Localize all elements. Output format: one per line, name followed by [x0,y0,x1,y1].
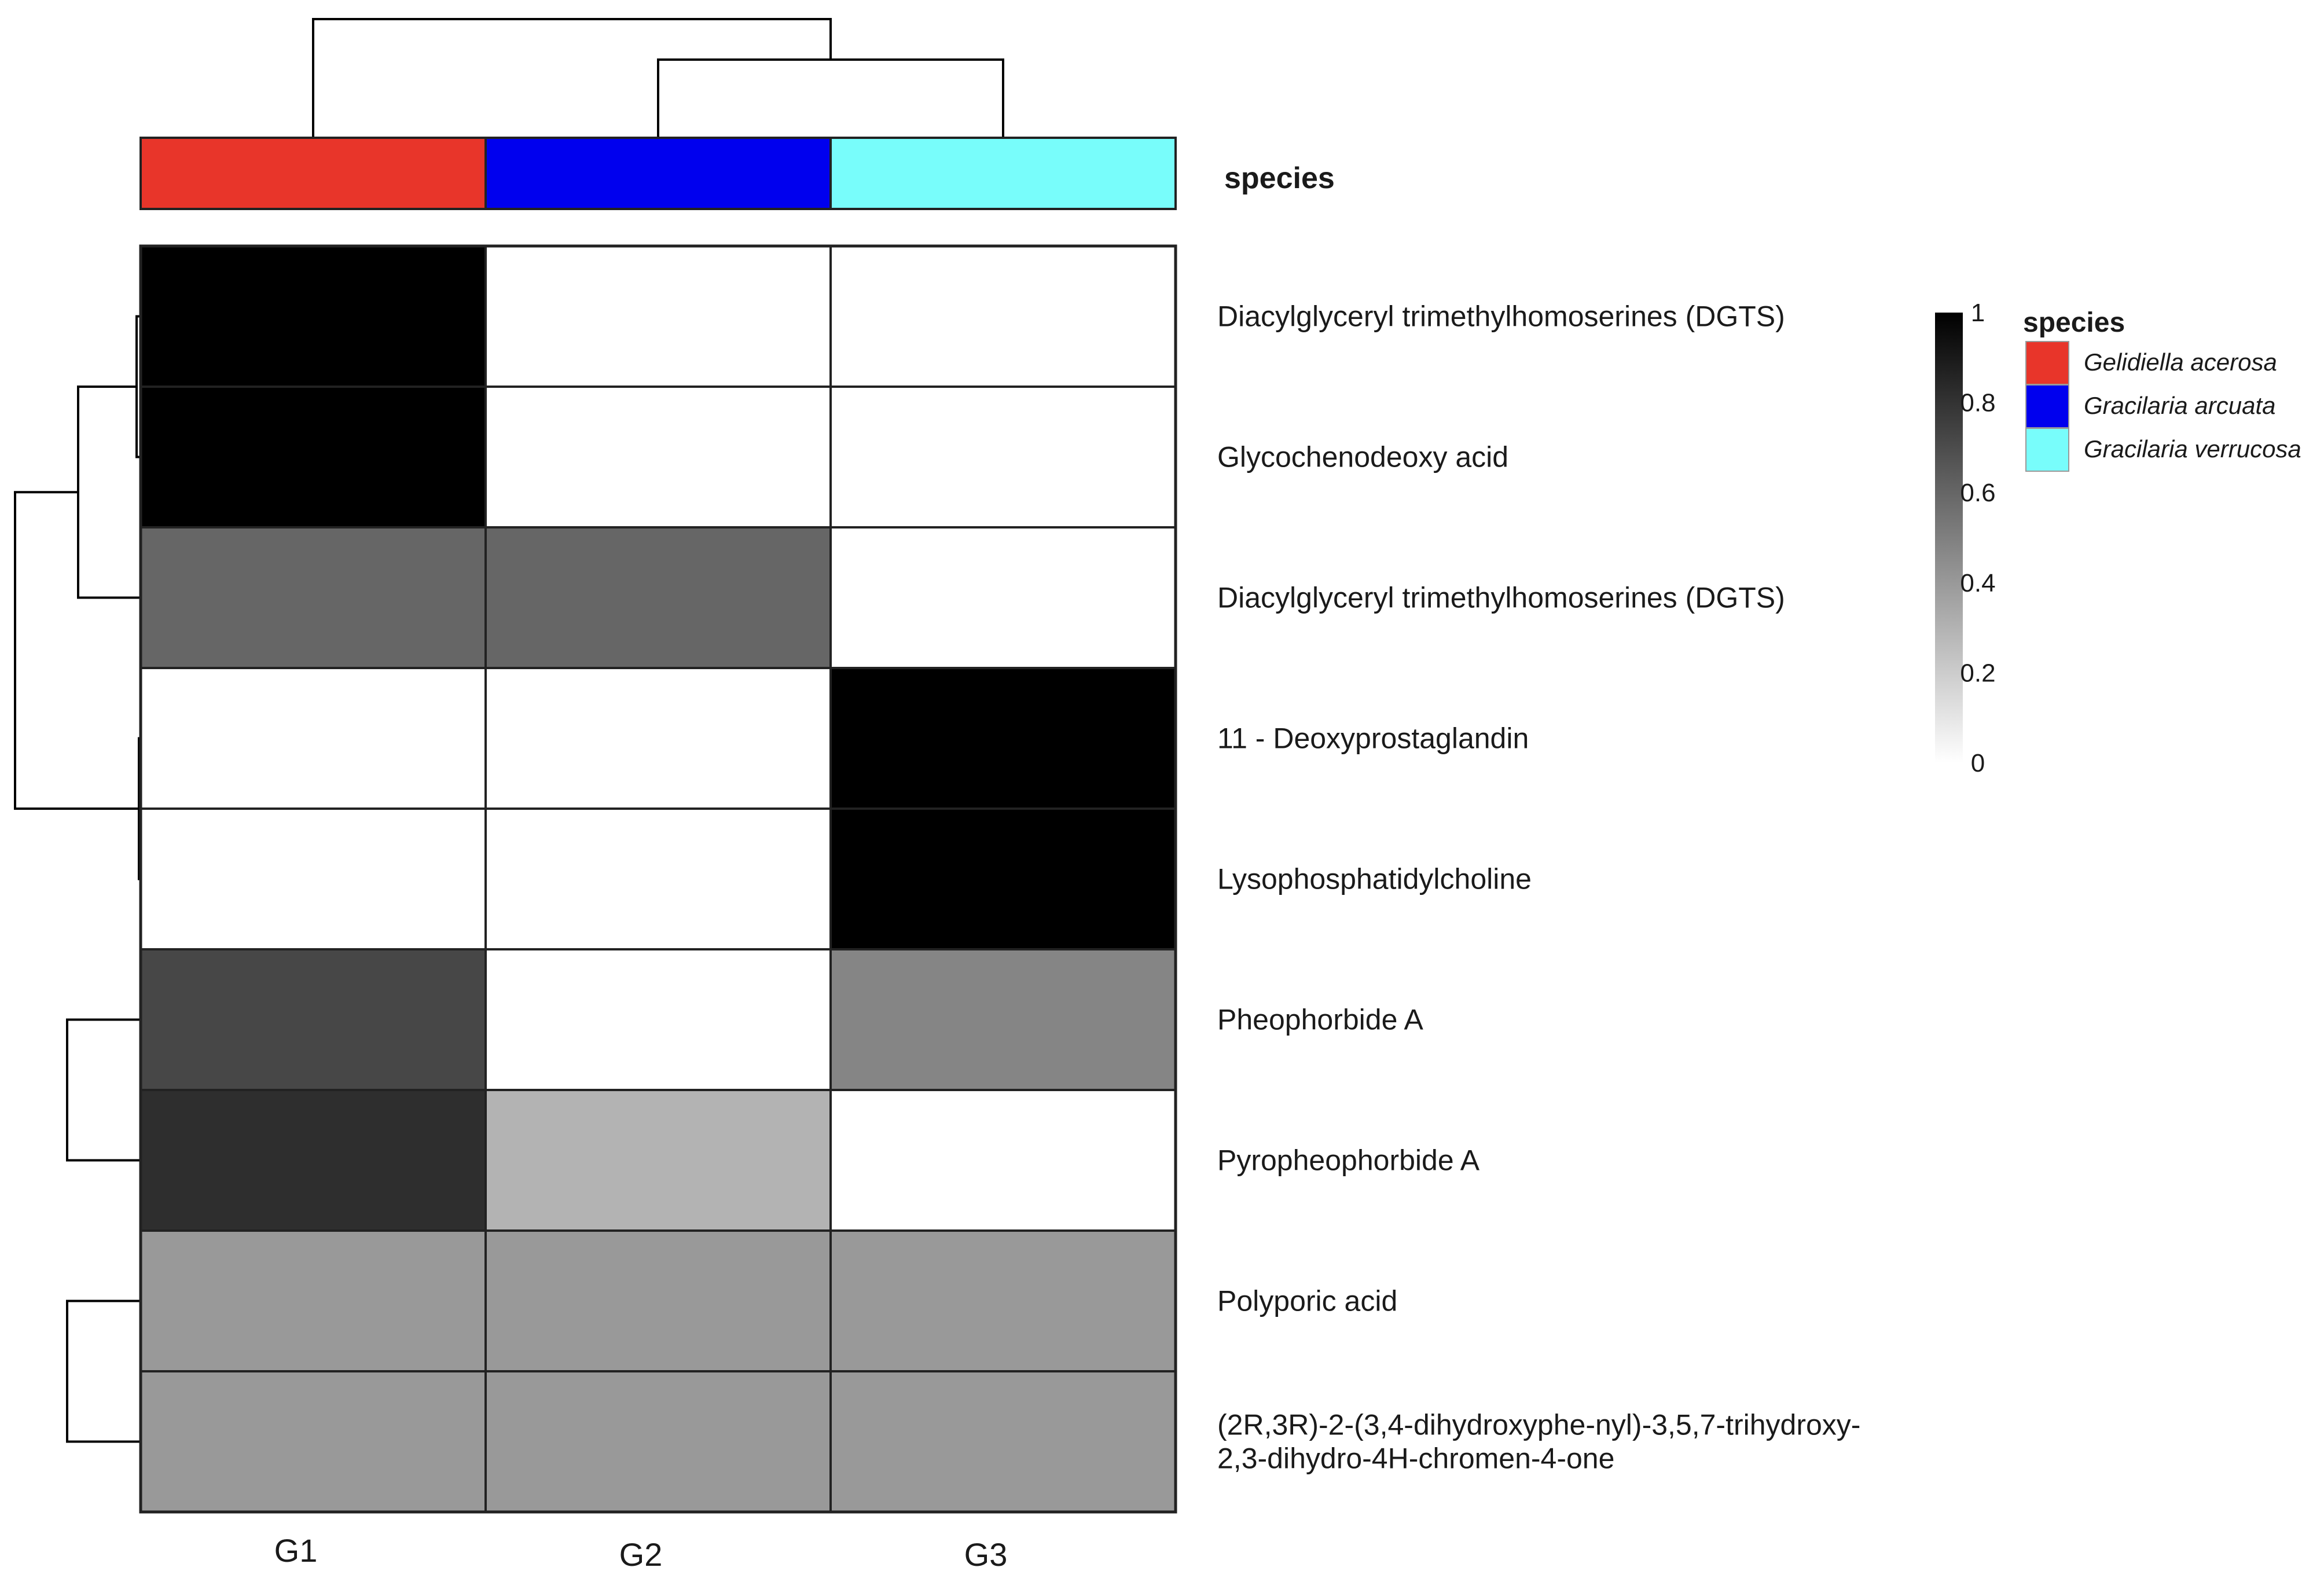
species-legend-swatch-gracilaria-verrucosa [2025,428,2069,472]
row-label-9-line-2: 2,3-dihydro-4H-chromen-4-one [1217,1442,1614,1475]
heatmap-cell-r4-g2 [484,667,832,810]
row-label-3: Diacylglyceryl trimethylhomoserines (DGT… [1217,582,1785,614]
heatmap-cell-r1-g2 [484,245,832,388]
heatmap-cell-r5-g2 [484,807,832,950]
species-legend-label-gelidiella-acerosa: Gelidiella acerosa [2084,348,2277,376]
color-scale-tick-0-6: 0.6 [1960,479,1995,507]
row-dendrogram-branch-2 [77,386,141,599]
heatmap-cell-r9-g3 [829,1370,1177,1513]
row-label-4: 11 - Deoxyprostaglandin [1217,722,1529,755]
heatmap-cell-r3-g1 [139,526,487,669]
row-label-2: Glycochenodeoxy acid [1217,441,1508,474]
species-legend-label-gracilaria-arcuata: Gracilaria arcuata [2084,392,2275,419]
row-dendrogram-branch-4 [14,491,139,810]
row-label-8: Polyporic acid [1217,1285,1397,1317]
heatmap-cell-r7-g2 [484,1089,832,1232]
color-scale-bar [1935,313,1963,763]
species-legend-label-gracilaria-verrucosa: Gracilaria verrucosa [2084,435,2301,463]
column-label-g3: G3 [964,1536,1008,1573]
row-dendrogram-branch-6 [66,1300,141,1443]
heatmap-cell-r4-g3 [829,667,1177,810]
heatmap-cell-r2-g1 [139,386,487,528]
heatmap-cell-r2-g2 [484,386,832,528]
species-annotation-bar [139,137,1177,210]
heatmap-cell-r7-g3 [829,1089,1177,1232]
column-dendrogram [312,18,1004,138]
heatmap-frame [139,244,1177,1514]
heatmap-cell-r6-g1 [139,948,487,1091]
heatmap-cell-r8-g3 [829,1229,1177,1372]
heatmap-cell-r1-g3 [829,245,1177,388]
heatmap-cell-r2-g3 [829,386,1177,528]
heatmap-cell-r4-g1 [139,667,487,810]
column-dendrogram-branch-2 [312,18,832,138]
color-scale-tick-0: 0 [1971,749,1985,777]
column-label-g2: G2 [619,1536,663,1573]
row-label-9-line-1: (2R,3R)-2-(3,4-dihydroxyphe-nyl)-3,5,7-t… [1217,1409,1860,1441]
column-dendrogram-branch-1 [657,58,1004,138]
color-scale-tick-0-8: 0.8 [1960,389,1995,417]
color-scale-tick-0-2: 0.2 [1960,659,1995,687]
row-label-5: Lysophosphatidylcholine [1217,863,1532,895]
annotation-cell-g3 [829,137,1177,210]
heatmap-cells [139,244,1177,1514]
heatmap-cell-r9-g1 [139,1370,487,1513]
heatmap-cell-r6-g2 [484,948,832,1091]
row-dendrogram [14,315,141,1443]
heatmap-cell-r5-g3 [829,807,1177,950]
annotation-cell-g2 [484,137,832,210]
heatmap-cell-r6-g3 [829,948,1177,1091]
species-legend-swatch-gracilaria-arcuata [2025,384,2069,428]
row-labels: Diacylglyceryl trimethylhomoserines (DGT… [1217,300,1860,1475]
row-label-7: Pyropheophorbide A [1217,1144,1480,1177]
heatmap-cell-r5-g1 [139,807,487,950]
heatmap-cell-r1-g1 [139,245,487,388]
row-label-1: Diacylglyceryl trimethylhomoserines (DGT… [1217,300,1785,333]
heatmap-cell-r9-g2 [484,1370,832,1513]
species-legend-swatch-gelidiella-acerosa [2025,341,2069,385]
row-label-6: Pheophorbide A [1217,1004,1424,1036]
annotation-cell-g1 [139,137,487,210]
heatmap-cell-r3-g3 [829,526,1177,669]
heatmap-cell-r7-g1 [139,1089,487,1232]
color-scale-tick-1: 1 [1971,299,1985,327]
heatmap-cell-r8-g1 [139,1229,487,1372]
heatmap-cell-r3-g2 [484,526,832,669]
color-scale-tick-0-4: 0.4 [1960,569,1995,597]
heatmap-cell-r8-g2 [484,1229,832,1372]
species-annotation-title: species [1224,161,1335,195]
column-label-g1: G1 [274,1532,318,1569]
column-labels: G1 G2 G3 [274,1532,1008,1573]
row-dendrogram-branch-5 [66,1018,141,1162]
color-scale-legend: 0 0.2 0.4 0.6 0.8 1 [1935,299,1996,777]
species-legend: species Gelidiella acerosa Gracilaria arc… [2023,307,2301,472]
species-legend-title: species [2023,307,2125,338]
